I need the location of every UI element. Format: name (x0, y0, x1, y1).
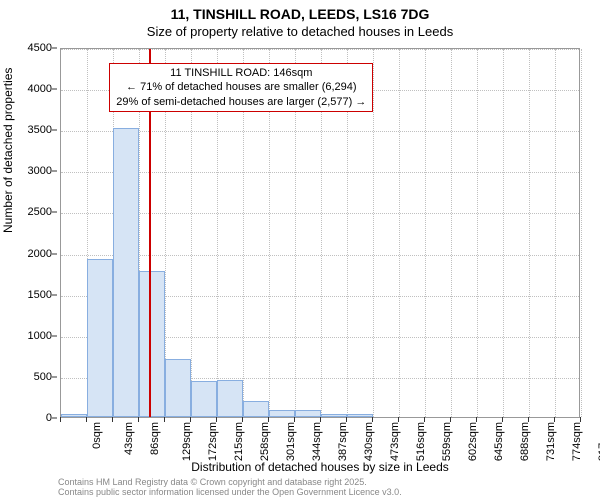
annotation-line1: 11 TINSHILL ROAD: 146sqm (116, 66, 366, 80)
x-tick-mark (372, 417, 373, 422)
grid-line-v (425, 49, 426, 417)
x-tick-mark (528, 417, 529, 422)
grid-line-v (399, 49, 400, 417)
y-tick-label: 1000 (28, 330, 52, 342)
y-tick-mark (52, 294, 57, 295)
x-tick-label: 516sqm (415, 422, 427, 461)
x-tick-label: 387sqm (337, 422, 349, 461)
y-tick-mark (52, 89, 57, 90)
histogram-bar (217, 380, 243, 417)
y-tick-mark (52, 376, 57, 377)
x-tick-label: 301sqm (285, 422, 297, 461)
y-tick-label: 4000 (28, 83, 52, 95)
histogram-bar (113, 128, 139, 417)
grid-line-v (581, 49, 582, 417)
y-tick-label: 500 (34, 371, 52, 383)
x-tick-mark (554, 417, 555, 422)
x-tick-label: 559sqm (441, 422, 453, 461)
x-tick-mark (242, 417, 243, 422)
x-tick-mark (216, 417, 217, 422)
x-tick-mark (580, 417, 581, 422)
grid-line-v (451, 49, 452, 417)
x-tick-label: 473sqm (389, 422, 401, 461)
chart-title-block: 11, TINSHILL ROAD, LEEDS, LS16 7DG Size … (0, 0, 600, 39)
x-tick-label: 215sqm (233, 422, 245, 461)
grid-line-v (477, 49, 478, 417)
x-tick-mark (450, 417, 451, 422)
histogram-bar (295, 410, 321, 417)
x-tick-mark (138, 417, 139, 422)
x-tick-mark (398, 417, 399, 422)
histogram-bar (243, 401, 269, 417)
y-tick-mark (52, 335, 57, 336)
x-axis-label: Distribution of detached houses by size … (60, 460, 580, 474)
grid-line-v (555, 49, 556, 417)
histogram-bar (139, 271, 165, 417)
x-tick-mark (346, 417, 347, 422)
x-tick-mark (268, 417, 269, 422)
footer-line2: Contains public sector information licen… (58, 488, 402, 498)
x-tick-mark (294, 417, 295, 422)
y-tick-label: 3500 (28, 124, 52, 136)
x-tick-mark (424, 417, 425, 422)
y-tick-mark (52, 171, 57, 172)
histogram-bar (165, 359, 191, 417)
histogram-bar (61, 414, 87, 417)
y-tick-label: 4500 (28, 42, 52, 54)
annotation-line3: 29% of semi-detached houses are larger (… (116, 95, 366, 109)
x-tick-label: 645sqm (493, 422, 505, 461)
histogram-bar (87, 259, 113, 417)
x-tick-mark (164, 417, 165, 422)
grid-line-v (503, 49, 504, 417)
x-tick-label: 731sqm (545, 422, 557, 461)
x-tick-mark (190, 417, 191, 422)
y-tick-mark (52, 130, 57, 131)
histogram-plot: 11 TINSHILL ROAD: 146sqm ← 71% of detach… (60, 48, 580, 418)
y-tick-label: 2500 (28, 206, 52, 218)
x-tick-label: 43sqm (123, 422, 135, 455)
y-tick-mark (52, 253, 57, 254)
y-tick-label: 2000 (28, 248, 52, 260)
y-tick-labels: 050010001500200025003000350040004500 (0, 48, 56, 418)
x-tick-mark (502, 417, 503, 422)
y-tick-mark (52, 48, 57, 49)
title-subtitle: Size of property relative to detached ho… (0, 24, 600, 39)
histogram-bar (191, 381, 217, 417)
x-tick-label: 0sqm (91, 422, 103, 449)
x-tick-mark (86, 417, 87, 422)
y-tick-mark (52, 212, 57, 213)
title-address: 11, TINSHILL ROAD, LEEDS, LS16 7DG (0, 6, 600, 22)
x-tick-mark (112, 417, 113, 422)
marker-annotation: 11 TINSHILL ROAD: 146sqm ← 71% of detach… (109, 63, 373, 112)
x-tick-label: 774sqm (571, 422, 583, 461)
x-tick-labels: 0sqm 43sqm 86sqm 129sqm 172sqm 215sqm 258sqm 30… (60, 418, 580, 462)
x-tick-mark (320, 417, 321, 422)
x-tick-label: 258sqm (259, 422, 271, 461)
histogram-bar (347, 414, 373, 417)
y-tick-label: 1500 (28, 289, 52, 301)
x-tick-label: 172sqm (207, 422, 219, 461)
histogram-bar (321, 414, 347, 417)
y-tick-label: 3000 (28, 165, 52, 177)
x-tick-label: 344sqm (311, 422, 323, 461)
x-tick-label: 688sqm (519, 422, 531, 461)
x-tick-mark (60, 417, 61, 422)
x-tick-label: 430sqm (363, 422, 375, 461)
y-tick-mark (52, 418, 57, 419)
x-tick-label: 129sqm (181, 422, 193, 461)
x-tick-label: 602sqm (467, 422, 479, 461)
footer-attribution: Contains HM Land Registry data © Crown c… (58, 478, 402, 498)
x-tick-mark (476, 417, 477, 422)
histogram-bar (269, 410, 295, 417)
annotation-line2: ← 71% of detached houses are smaller (6,… (116, 80, 366, 94)
x-tick-label: 86sqm (149, 422, 161, 455)
grid-line-v (529, 49, 530, 417)
